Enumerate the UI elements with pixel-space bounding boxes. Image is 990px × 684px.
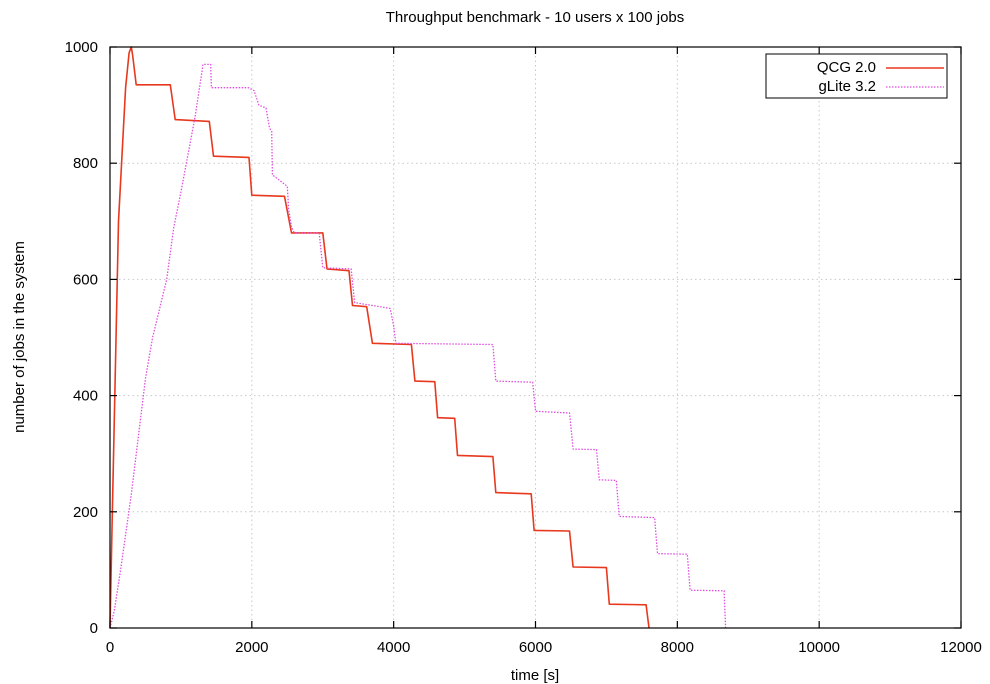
x-tick-label: 2000 — [235, 639, 268, 656]
y-tick-label: 1000 — [65, 39, 98, 56]
x-axis-label: time [s] — [511, 667, 559, 684]
plot-frame — [109, 46, 962, 629]
y-tick-label: 0 — [90, 620, 98, 637]
x-tick-label: 4000 — [377, 639, 410, 656]
chart-title: Throughput benchmark - 10 users x 100 jo… — [386, 9, 685, 26]
legend-box — [765, 53, 948, 99]
y-tick-label: 600 — [73, 271, 98, 288]
x-tick-label: 8000 — [661, 639, 694, 656]
y-tick-label: 800 — [73, 155, 98, 172]
series-layer — [109, 46, 727, 629]
legend-label: QCG 2.0 — [817, 59, 876, 76]
y-axis-label: number of jobs in the system — [11, 241, 28, 433]
x-tick-label: 12000 — [940, 639, 982, 656]
grid — [110, 47, 961, 628]
x-tick-label: 6000 — [519, 639, 552, 656]
x-tick-label: 0 — [106, 639, 114, 656]
y-tick-label: 200 — [73, 504, 98, 521]
axis-ticks: 0 2000 4000 6000 8000 10000 12000 0 200 400 600 800… — [65, 39, 982, 656]
legend-label: gLite 3.2 — [818, 78, 876, 95]
y-tick-label: 400 — [73, 388, 98, 405]
series-line-0 — [109, 46, 650, 629]
legend: QCG 2.0 gLite 3.2 — [765, 53, 948, 99]
x-tick-label: 10000 — [798, 639, 840, 656]
series-line-1 — [109, 63, 727, 629]
